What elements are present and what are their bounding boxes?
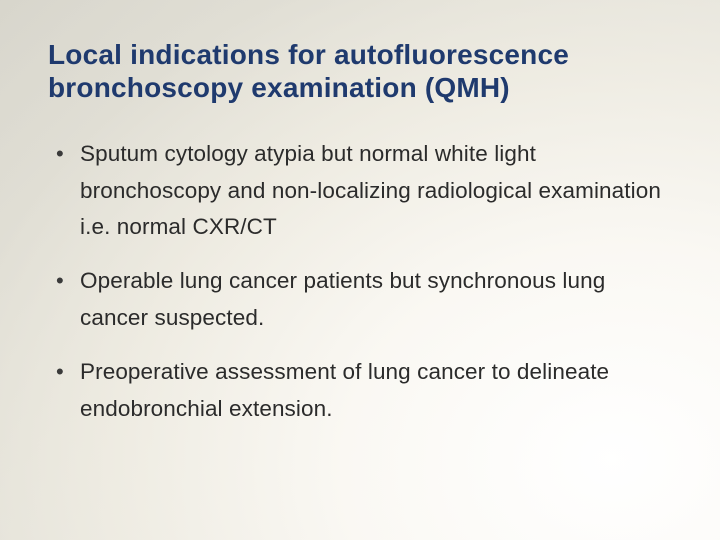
slide: Local indications for autofluorescence b… bbox=[0, 0, 720, 540]
list-item: Operable lung cancer patients but synchr… bbox=[52, 263, 672, 336]
list-item: Preoperative assessment of lung cancer t… bbox=[52, 354, 672, 427]
slide-title: Local indications for autofluorescence b… bbox=[48, 38, 672, 104]
bullet-list: Sputum cytology atypia but normal white … bbox=[48, 136, 672, 427]
list-item: Sputum cytology atypia but normal white … bbox=[52, 136, 672, 245]
